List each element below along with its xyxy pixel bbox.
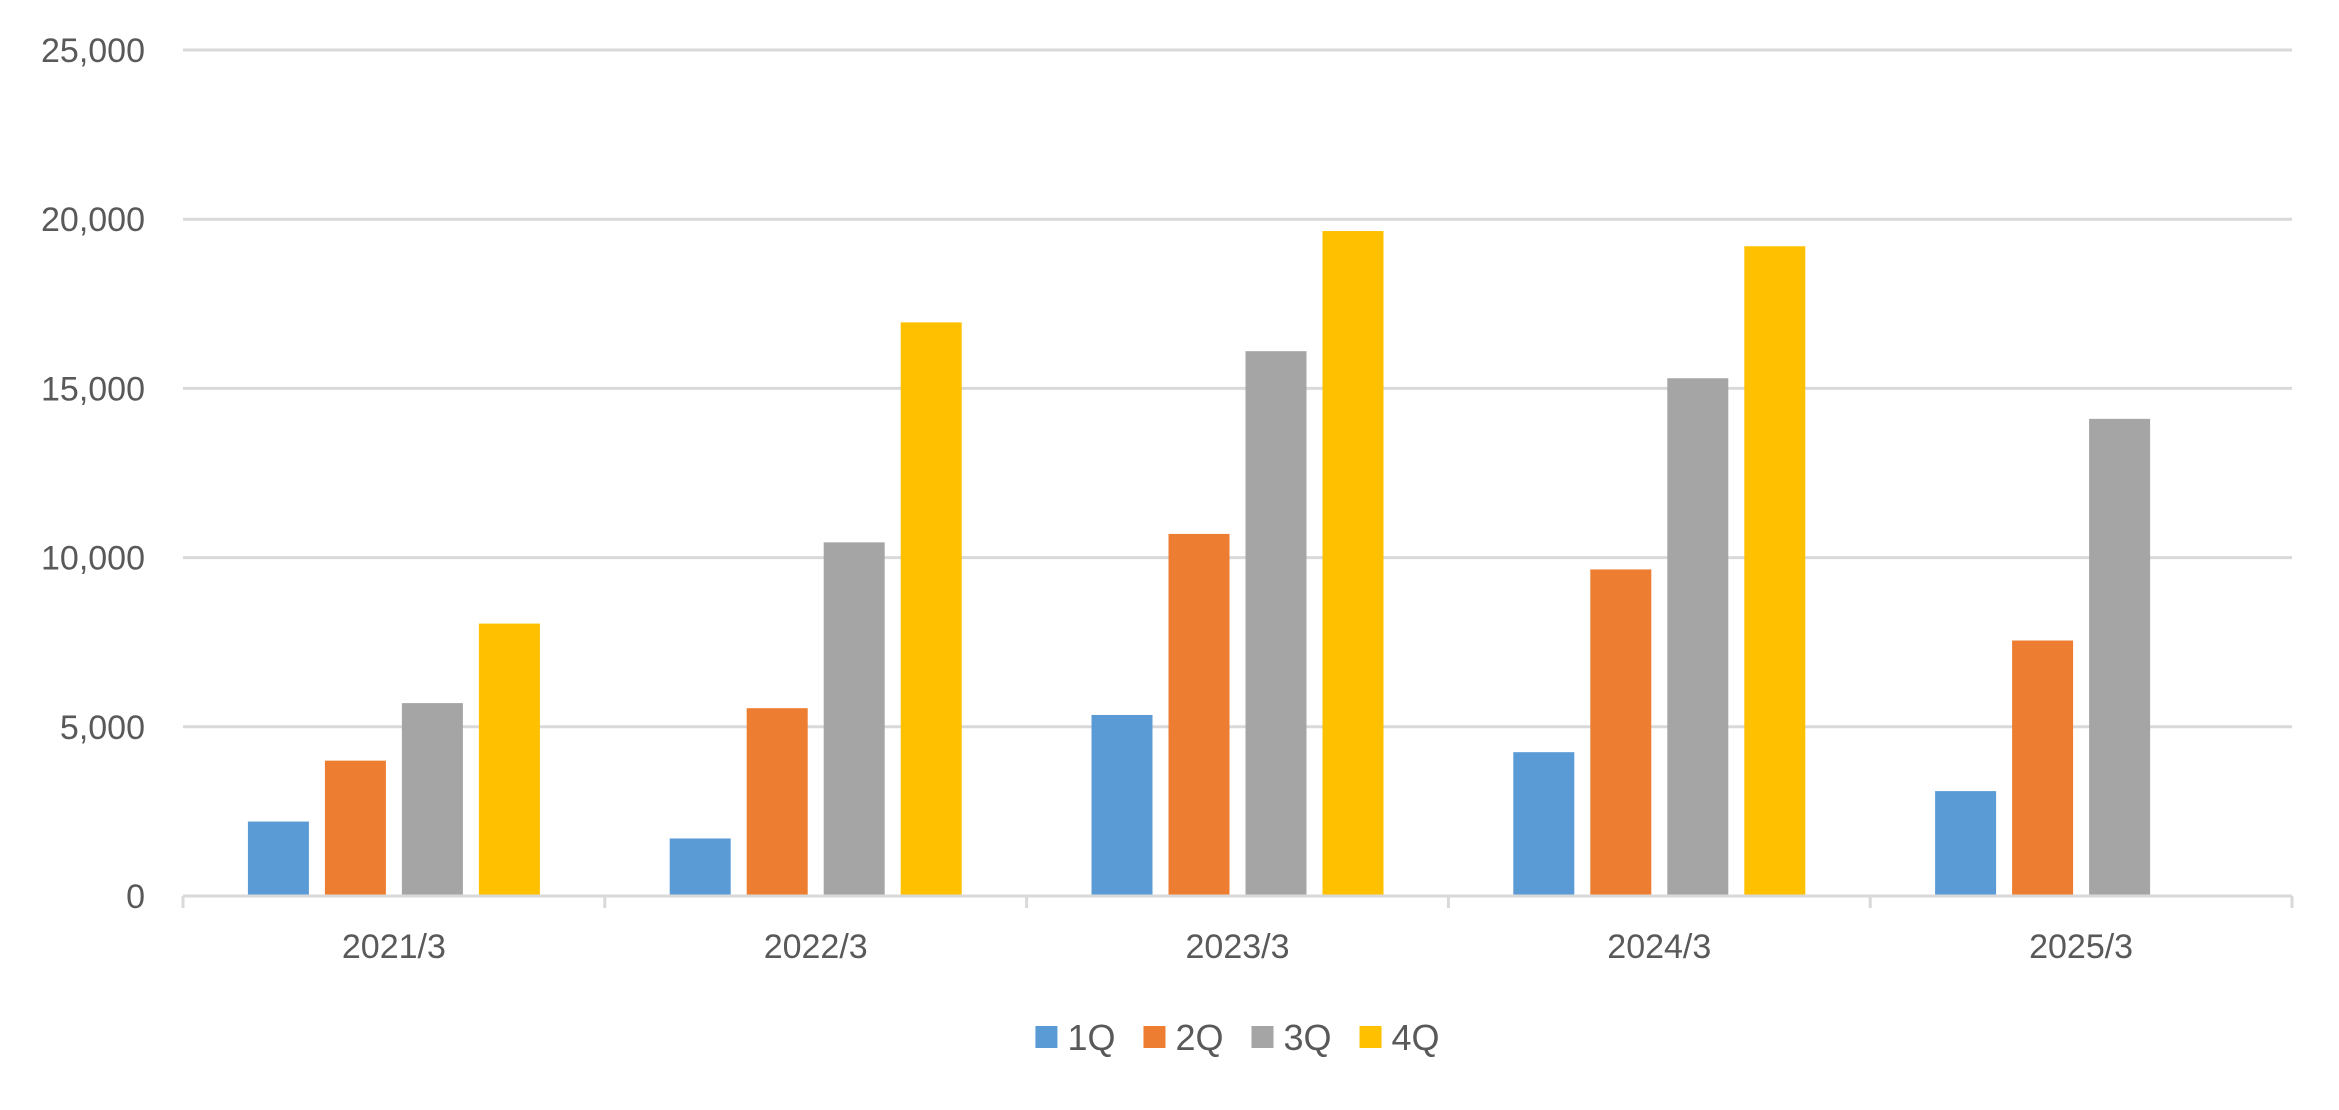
legend-label: 1Q <box>1067 1017 1115 1058</box>
y-tick-label: 0 <box>126 878 145 916</box>
bar-3q-2025-3 <box>2089 418 2151 896</box>
x-category-label: 2024/3 <box>1607 928 1711 966</box>
x-category-label: 2022/3 <box>764 928 868 966</box>
legend: 1Q 2Q 3Q 4Q <box>1035 1017 1440 1058</box>
bar-1q-2025-3 <box>1935 791 1997 896</box>
legend-label: 3Q <box>1284 1017 1332 1058</box>
bar-3q-2022-3 <box>823 542 885 896</box>
y-tick-label: 10,000 <box>41 540 145 578</box>
bar-2q-2023-3 <box>1168 533 1230 896</box>
x-axis <box>181 894 2294 908</box>
bar-2q-2021-3 <box>324 760 386 896</box>
y-tick-label: 5,000 <box>60 709 145 747</box>
bar-2q-2025-3 <box>2012 640 2074 896</box>
legend-item-4q: 4Q <box>1359 1017 1440 1058</box>
bar-1q-2021-3 <box>247 821 309 896</box>
legend-swatch <box>1359 1026 1382 1048</box>
legend-swatch <box>1251 1026 1274 1048</box>
bar-2q-2022-3 <box>746 708 808 896</box>
gridlines <box>183 48 2292 729</box>
legend-swatch <box>1035 1026 1058 1048</box>
x-axis-category-labels: 2021/3 2022/3 2023/3 2024/3 2025/3 <box>342 928 2133 966</box>
y-tick-label: 15,000 <box>41 370 145 408</box>
x-category-label: 2025/3 <box>2029 928 2133 966</box>
legend-item-3q: 3Q <box>1251 1017 1332 1058</box>
bar-1q-2022-3 <box>669 838 731 896</box>
y-tick-label: 20,000 <box>41 201 145 239</box>
legend-item-2q: 2Q <box>1143 1017 1224 1058</box>
bar-3q-2024-3 <box>1667 378 1729 896</box>
legend-item-1q: 1Q <box>1035 1017 1115 1058</box>
legend-label: 4Q <box>1392 1017 1440 1058</box>
bar-4q-2023-3 <box>1322 231 1384 896</box>
x-category-label: 2021/3 <box>342 928 446 966</box>
bar-4q-2022-3 <box>900 322 962 896</box>
bar-4q-2021-3 <box>478 623 540 896</box>
legend-label: 2Q <box>1175 1017 1223 1058</box>
bar-1q-2024-3 <box>1513 752 1575 896</box>
bar-1q-2023-3 <box>1091 714 1153 896</box>
y-axis-tick-labels: 0 5,000 10,000 15,000 20,000 25,000 <box>41 32 145 916</box>
bar-3q-2023-3 <box>1245 351 1307 896</box>
bar-2q-2024-3 <box>1590 569 1652 896</box>
bar-4q-2024-3 <box>1744 246 1806 897</box>
x-category-label: 2023/3 <box>1186 928 1290 966</box>
bars <box>247 231 2151 897</box>
bar-3q-2021-3 <box>401 703 463 896</box>
y-tick-label: 25,000 <box>41 32 145 70</box>
legend-swatch <box>1143 1026 1166 1048</box>
